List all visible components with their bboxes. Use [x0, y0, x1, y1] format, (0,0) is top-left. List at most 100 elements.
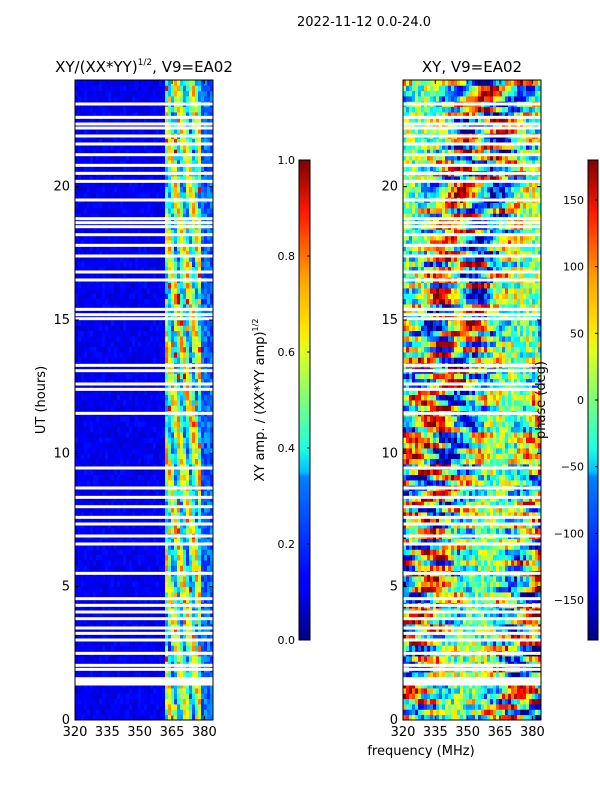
- heatmap-cell: [162, 640, 166, 646]
- heatmap-cell: [153, 437, 157, 444]
- heatmap-cell: [144, 176, 148, 182]
- heatmap-cell: [81, 293, 85, 300]
- heatmap-cell: [102, 618, 106, 625]
- heatmap-cell: [144, 549, 148, 556]
- heatmap-cell: [168, 272, 172, 278]
- heatmap-cell: [84, 565, 88, 572]
- heatmap-cell: [207, 405, 211, 412]
- heatmap-cell: [183, 490, 187, 497]
- heatmap-cell: [108, 693, 112, 700]
- heatmap-cell: [147, 581, 151, 588]
- heatmap-cell: [165, 618, 169, 625]
- heatmap-cell: [105, 709, 109, 716]
- heatmap-cell: [150, 304, 154, 310]
- heatmap-cell: [126, 192, 130, 198]
- heatmap-cell: [186, 512, 190, 518]
- heatmap-cell: [201, 549, 205, 556]
- heatmap-cell: [135, 682, 139, 689]
- heatmap-cell: [204, 405, 208, 412]
- heatmap-cell: [153, 165, 157, 172]
- heatmap-cell: [75, 234, 79, 241]
- heatmap-cell: [96, 437, 100, 444]
- heatmap-cell: [135, 597, 139, 604]
- heatmap-cell: [198, 229, 202, 236]
- heatmap-cell: [141, 698, 145, 705]
- heatmap-cell: [144, 506, 148, 513]
- heatmap-cell: [180, 522, 184, 529]
- heatmap-cell: [132, 538, 136, 545]
- heatmap-cell: [159, 330, 163, 337]
- heatmap-cell: [75, 538, 79, 545]
- heatmap-cell: [75, 176, 79, 182]
- heatmap-cell: [159, 400, 163, 406]
- heatmap-cell: [141, 528, 145, 534]
- heatmap-cell: [87, 597, 91, 604]
- heatmap-cell: [177, 357, 181, 364]
- heatmap-cell: [150, 400, 154, 406]
- heatmap-cell: [138, 405, 142, 412]
- heatmap-cell: [144, 618, 148, 625]
- heatmap-cell: [96, 554, 100, 561]
- heatmap-cell: [141, 336, 145, 342]
- heatmap-cell: [210, 592, 213, 598]
- heatmap-cell: [201, 586, 205, 593]
- heatmap-cell: [150, 405, 154, 412]
- heatmap-cell: [168, 453, 172, 460]
- heatmap-cell: [189, 330, 193, 337]
- heatmap-cell: [177, 165, 181, 172]
- heatmap-cell: [96, 586, 100, 593]
- heatmap-cell: [78, 693, 82, 700]
- heatmap-cell: [192, 400, 196, 406]
- heatmap-cell: [156, 522, 160, 529]
- heatmap-cell: [84, 490, 88, 497]
- heatmap-cell: [201, 330, 205, 337]
- heatmap-cell: [180, 506, 184, 513]
- heatmap-cell: [117, 229, 121, 236]
- heatmap-cell: [159, 229, 163, 236]
- heatmap-cell: [108, 458, 112, 465]
- heatmap-cell: [105, 528, 109, 534]
- heatmap-cell: [75, 688, 79, 694]
- heatmap-cell: [108, 282, 112, 289]
- heatmap-cell: [156, 208, 160, 214]
- heatmap-cell: [105, 373, 109, 380]
- heatmap-cell: [165, 506, 169, 513]
- heatmap-cell: [189, 576, 193, 582]
- heatmap-cell: [168, 416, 172, 422]
- heatmap-cell: [141, 202, 145, 209]
- heatmap-cell: [84, 234, 88, 241]
- heatmap-cell: [201, 298, 205, 305]
- heatmap-cell: [108, 288, 112, 294]
- heatmap-cell: [201, 490, 205, 497]
- heatmap-cell: [102, 378, 106, 385]
- heatmap-cell: [123, 208, 127, 214]
- heatmap-cell: [75, 149, 79, 156]
- heatmap-cell: [189, 405, 193, 412]
- heatmap-cell: [96, 693, 100, 700]
- heatmap-cell: [198, 501, 202, 508]
- heatmap-cell: [159, 714, 163, 720]
- heatmap-cell: [90, 165, 94, 172]
- heatmap-cell: [189, 597, 193, 604]
- heatmap-cell: [120, 704, 124, 710]
- heatmap-cell: [201, 512, 205, 518]
- heatmap-cell: [126, 586, 130, 593]
- heatmap-cell: [177, 501, 181, 508]
- heatmap-cell: [174, 634, 178, 641]
- heatmap-cell: [168, 512, 172, 518]
- heatmap-cell: [129, 565, 133, 572]
- heatmap-cell: [114, 453, 118, 460]
- heatmap-cell: [147, 480, 151, 486]
- heatmap-cell: [87, 202, 91, 209]
- heatmap-cell: [174, 176, 178, 182]
- heatmap-cell: [90, 426, 94, 433]
- heatmap-cell: [78, 149, 82, 156]
- heatmap-cell: [156, 186, 160, 193]
- heatmap-cell: [162, 597, 166, 604]
- heatmap-cell: [192, 517, 196, 524]
- heatmap-cell: [75, 213, 79, 220]
- heatmap-cell: [201, 378, 205, 385]
- heatmap-cell: [165, 576, 169, 582]
- heatmap-cell: [81, 586, 85, 593]
- heatmap-cell: [123, 341, 127, 348]
